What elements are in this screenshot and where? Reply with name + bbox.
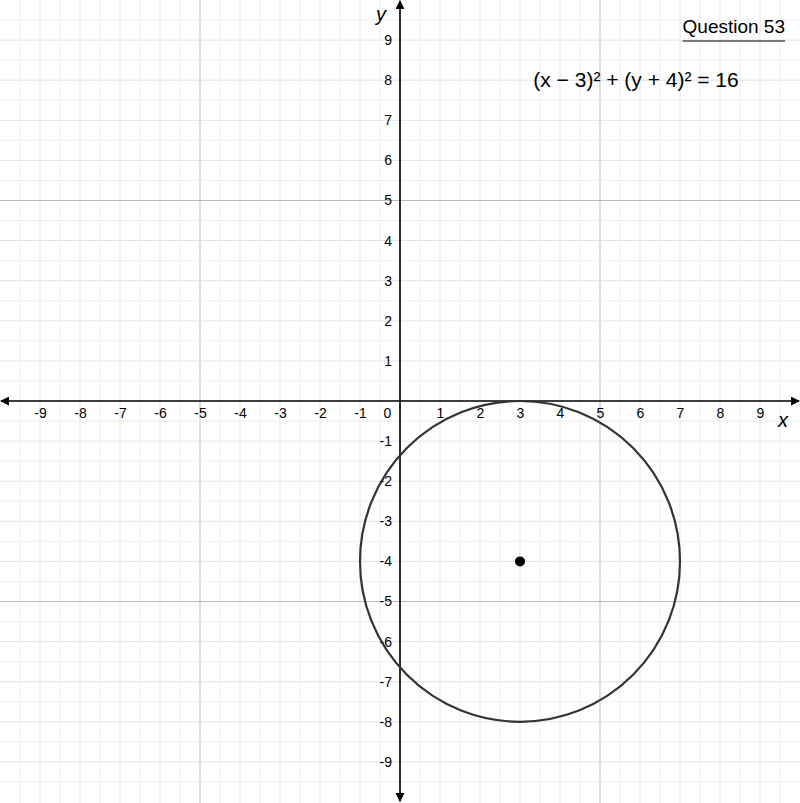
x-tick-label: 9 <box>757 405 765 421</box>
x-tick: -9 <box>34 401 47 421</box>
y-tick: 4 <box>384 233 400 249</box>
y-tick: 1 <box>384 353 400 369</box>
y-tick-label: -8 <box>380 714 393 730</box>
y-tick: -1 <box>380 433 400 449</box>
x-tick: -7 <box>114 401 127 421</box>
y-tick-label: 4 <box>384 233 392 249</box>
equation: (x − 3)² + (y + 4)² = 16 <box>533 68 738 91</box>
y-tick-label: 9 <box>384 32 392 48</box>
x-tick-label: -7 <box>114 405 127 421</box>
y-tick-label: 2 <box>384 313 392 329</box>
x-tick-label: 3 <box>517 405 525 421</box>
x-tick-label: 7 <box>677 405 685 421</box>
y-tick-label: 5 <box>384 192 392 208</box>
x-tick-label: 1 <box>437 405 445 421</box>
y-tick-label: 7 <box>384 112 392 128</box>
x-tick-label: -5 <box>194 405 207 421</box>
x-tick-label: 6 <box>637 405 645 421</box>
x-tick: 9 <box>757 401 765 421</box>
y-tick-label: -7 <box>380 674 393 690</box>
x-tick: -2 <box>314 401 327 421</box>
title-underline <box>683 40 785 41</box>
y-tick-label: -5 <box>380 593 393 609</box>
x-tick: 0 <box>384 401 401 421</box>
x-tick: -5 <box>194 401 207 421</box>
x-tick: -3 <box>274 401 287 421</box>
y-tick-label: -1 <box>380 433 393 449</box>
x-tick: -8 <box>74 401 87 421</box>
x-tick: 1 <box>437 401 445 421</box>
x-tick: 2 <box>477 401 485 421</box>
grid <box>0 0 800 803</box>
title: Question 53 <box>683 16 785 37</box>
x-tick-label: -4 <box>234 405 247 421</box>
y-tick-label: 8 <box>384 72 392 88</box>
x-tick: -6 <box>154 401 167 421</box>
x-tick-label: -9 <box>34 405 47 421</box>
y-tick: -5 <box>380 593 400 609</box>
y-tick: -4 <box>380 553 400 569</box>
x-tick-label: -1 <box>354 405 367 421</box>
center-point <box>515 556 525 566</box>
x-tick: 8 <box>717 401 725 421</box>
y-tick: -8 <box>380 714 400 730</box>
y-tick: 3 <box>384 273 400 289</box>
x-tick: -1 <box>354 401 367 421</box>
y-tick-label: -9 <box>380 754 393 770</box>
y-axis-line <box>399 1 401 801</box>
y-tick-label: -3 <box>380 513 393 529</box>
y-tick: 8 <box>384 72 400 88</box>
x-tick-label: -3 <box>274 405 287 421</box>
y-tick: 2 <box>384 313 400 329</box>
x-tick-label: -8 <box>74 405 87 421</box>
x-tick: 7 <box>677 401 685 421</box>
x-tick-label: -2 <box>314 405 327 421</box>
x-tick: 3 <box>517 401 525 421</box>
y-tick: -7 <box>380 674 400 690</box>
y-tick: -9 <box>380 754 400 770</box>
x-tick: 6 <box>637 401 645 421</box>
x-tick: 5 <box>597 401 605 421</box>
y-tick: 9 <box>384 32 400 48</box>
chart: -9-8-7-6-5-4-3-2-10123456789-9-8-7-6-5-4… <box>0 0 800 803</box>
y-axis-title: y <box>374 3 387 25</box>
y-tick-label: 1 <box>384 353 392 369</box>
y-tick: 6 <box>384 152 400 168</box>
grid-line-x <box>400 0 401 803</box>
y-tick-label: -4 <box>380 553 393 569</box>
y-tick: 5 <box>384 192 400 208</box>
y-tick-label: 3 <box>384 273 392 289</box>
circle <box>360 401 680 722</box>
y-tick-label: 6 <box>384 152 392 168</box>
x-tick: 4 <box>557 401 565 421</box>
x-axis-title: x <box>777 409 789 431</box>
x-tick: -4 <box>234 401 247 421</box>
y-tick: -3 <box>380 513 400 529</box>
x-tick-label: 0 <box>384 405 392 421</box>
x-tick-label: 8 <box>717 405 725 421</box>
y-tick: 7 <box>384 112 400 128</box>
y-axis: -9-8-7-6-5-4-3-2-1123456789 <box>380 1 400 801</box>
plot-area <box>360 401 680 722</box>
x-tick-label: 5 <box>597 405 605 421</box>
x-tick-label: -6 <box>154 405 167 421</box>
